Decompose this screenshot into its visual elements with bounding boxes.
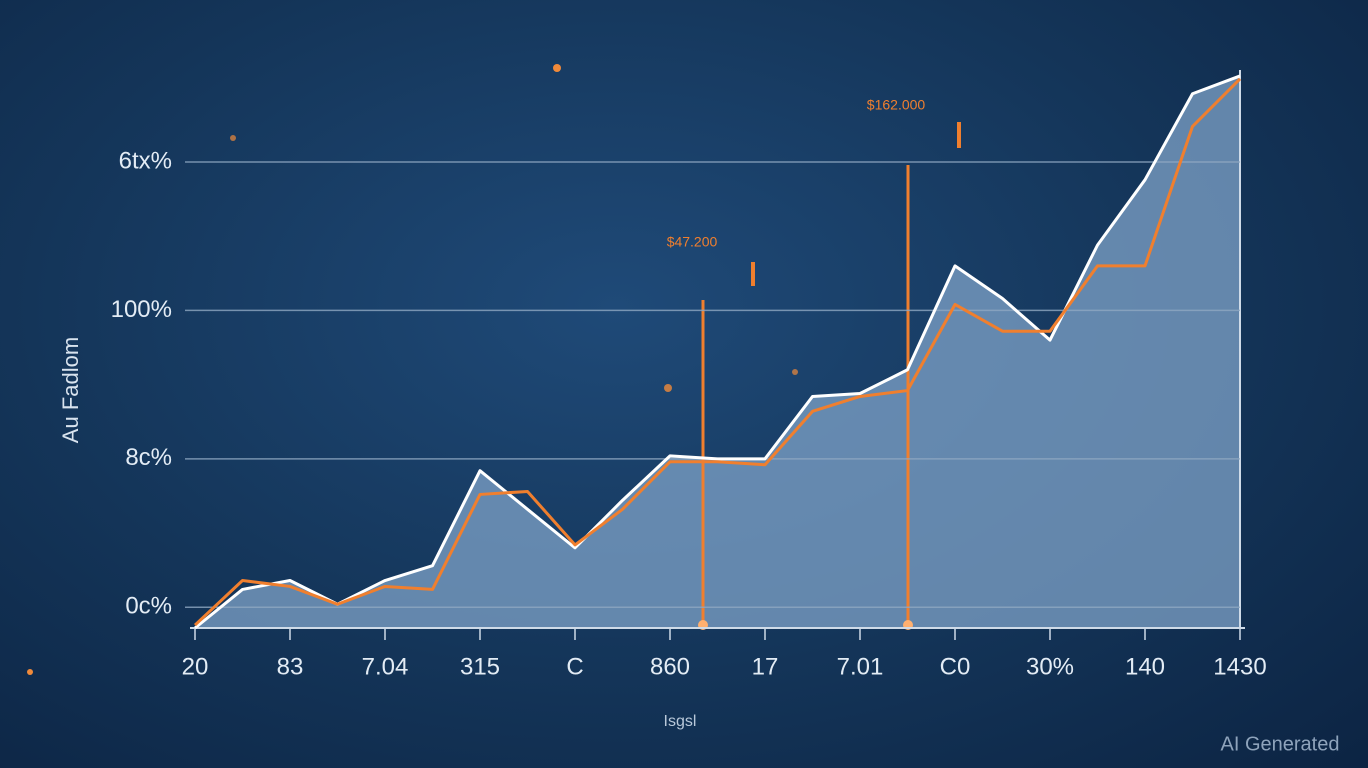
- annotation: $47.200: [667, 234, 718, 250]
- x-tick-label: 17: [752, 653, 779, 680]
- x-tick-label: 315: [460, 653, 500, 680]
- marker-tick: [751, 262, 755, 286]
- glow-dot: [27, 669, 33, 675]
- x-tick-label: 1430: [1213, 653, 1266, 680]
- x-tick-label: 83: [277, 653, 304, 680]
- annotation: $162.000: [867, 97, 926, 113]
- x-tick-label: 20: [182, 653, 209, 680]
- marker-tick: [957, 122, 961, 148]
- y-tick-label: 100%: [111, 296, 172, 323]
- x-tick-label: 860: [650, 653, 690, 680]
- y-tick-label: 6tx%: [119, 147, 172, 174]
- x-tick-label: 7.04: [362, 653, 409, 680]
- y-tick-label: 8c%: [125, 444, 172, 471]
- x-tick-label: C0: [940, 653, 971, 680]
- y-tick-label: 0c%: [125, 593, 172, 620]
- y-axis-title: Au Fadlom: [58, 337, 83, 443]
- glow-dot: [553, 64, 561, 72]
- watermark: AI Generated: [1221, 733, 1340, 755]
- glow-dot: [664, 384, 672, 392]
- line: [193, 77, 1242, 627]
- x-axis-title: Isgsl: [664, 713, 697, 730]
- glow-dot: [230, 135, 236, 141]
- area: [195, 75, 1240, 629]
- x-tick-label: 7.01: [837, 653, 884, 680]
- x-tick-label: 140: [1125, 653, 1165, 680]
- glow-dot: [792, 369, 798, 375]
- x-tick-label: C: [566, 653, 583, 680]
- x-tick-label: 30%: [1026, 653, 1074, 680]
